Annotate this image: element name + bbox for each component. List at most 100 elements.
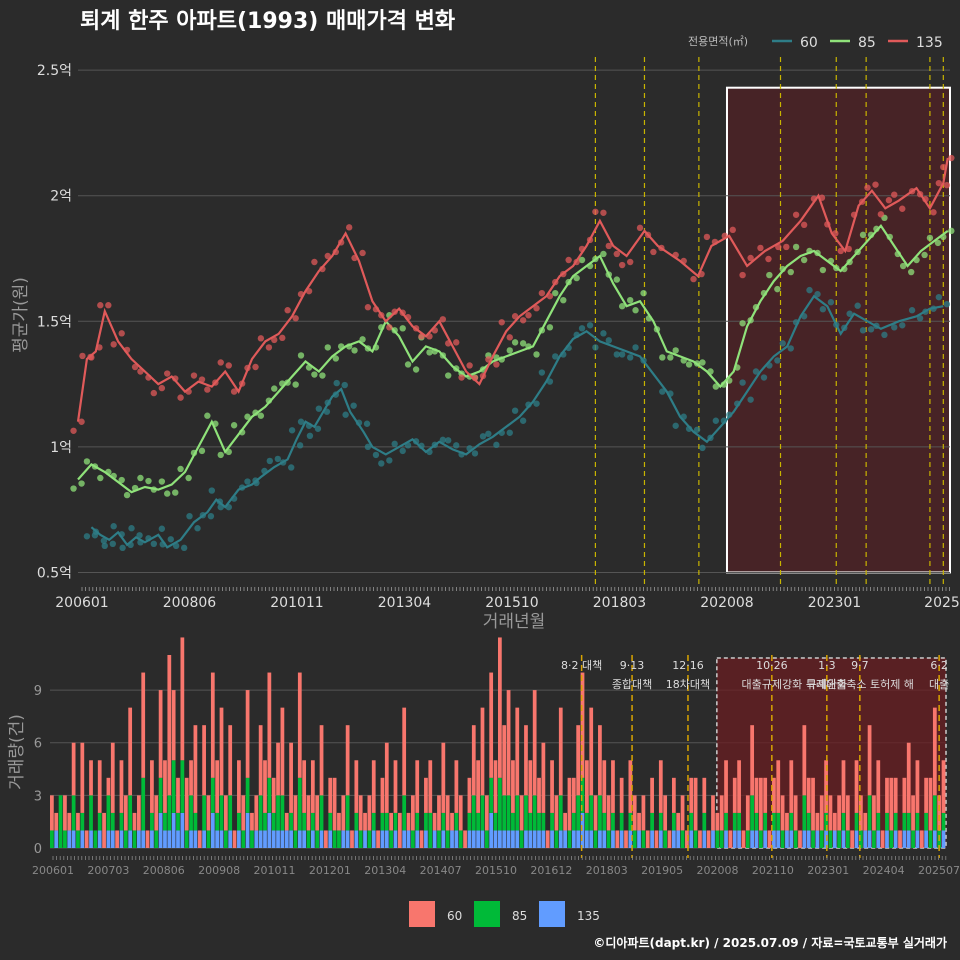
data-point [493,361,500,368]
bar-segment-135 [515,830,520,848]
data-point [292,381,299,388]
bar-segment-60 [811,777,815,831]
bar-segment-60 [480,707,485,796]
bar-segment-60 [706,830,711,848]
data-point [426,349,433,356]
data-point [341,381,348,389]
bar-segment-85 [876,812,881,831]
bar-segment-135 [97,830,102,848]
data-point [693,426,701,433]
bar-segment-60 [619,777,624,813]
month-bar [750,725,755,848]
bar-segment-85 [506,795,511,831]
month-bar [202,725,206,848]
data-point [274,455,282,463]
data-point [533,400,540,407]
month-bar [558,707,563,848]
bar-segment-85 [458,830,463,848]
data-point [636,224,644,232]
x-tick-label: 201803 [586,864,628,877]
bar-segment-60 [193,725,198,813]
month-bar [223,795,228,848]
data-point [578,256,586,264]
bar-segment-60 [650,777,654,813]
bar-segment-135 [806,830,811,848]
event-label: 6·2 [930,659,948,672]
bar-segment-85 [367,830,372,848]
month-bar [828,795,833,848]
month-bar [67,812,72,848]
bar-segment-60 [628,760,633,813]
bar-segment-135 [345,830,350,848]
bar-segment-135 [254,830,259,848]
bar-segment-60 [415,760,420,813]
bar-segment-85 [732,812,737,831]
legend-label: 60 [447,909,462,923]
x-tick-label: 202301 [807,864,849,877]
bar-segment-85 [119,812,124,831]
bar-segment-60 [397,812,402,848]
bar-segment-60 [110,742,115,813]
bar-segment-135 [110,830,115,848]
month-bar [310,760,315,848]
bar-segment-60 [658,760,663,813]
bar-segment-60 [519,795,524,831]
bar-segment-60 [115,830,119,848]
bar-segment-60 [563,812,567,831]
bar-segment-85 [484,830,489,848]
bar-segment-135 [867,830,872,848]
bar-segment-60 [432,812,437,831]
month-bar [654,830,659,848]
x-tick-label: 202008 [697,864,739,877]
data-point [332,355,340,362]
bar-segment-135 [263,830,267,848]
bar-segment-135 [163,830,167,848]
month-bar [832,812,837,848]
data-point [150,540,158,548]
data-point [930,209,937,216]
bar-segment-85 [872,830,876,848]
bar-segment-135 [119,830,124,848]
data-point [907,268,915,276]
bar-segment-135 [363,830,367,848]
month-bar [415,760,420,848]
month-bar [441,742,446,848]
x-tick-label: 201803 [593,595,646,611]
month-bar [293,795,298,848]
bar-segment-60 [484,795,489,831]
data-point [712,417,720,424]
data-point [118,476,125,484]
bar-segment-135 [941,830,946,848]
bar-segment-60 [776,760,781,813]
bar-segment-135 [498,830,502,848]
bar-segment-85 [841,812,846,831]
bar-segment-85 [859,830,863,848]
data-point [546,324,554,331]
bar-segment-85 [354,812,359,831]
bar-segment-60 [106,777,111,796]
bar-segment-135 [158,812,163,848]
data-point [783,243,790,251]
data-point [97,474,104,482]
month-bar [850,830,855,848]
bar-segment-85 [289,812,293,831]
bar-segment-135 [289,830,293,848]
bar-segment-135 [584,830,589,848]
month-bar [367,795,372,848]
bar-segment-60 [615,830,620,848]
bar-segment-135 [750,830,755,848]
bar-segment-60 [728,830,733,848]
data-point [363,420,371,427]
month-bar [571,777,576,848]
bar-segment-135 [789,830,794,848]
data-point [297,418,305,425]
bar-segment-60 [754,777,759,813]
bar-segment-85 [345,795,350,831]
data-point [100,537,108,544]
data-point [271,385,278,392]
data-point [342,411,349,418]
legend-swatch [409,901,435,927]
month-bar [711,795,715,848]
bar-segment-60 [859,795,863,831]
x-tick-label: 202008 [700,595,753,611]
